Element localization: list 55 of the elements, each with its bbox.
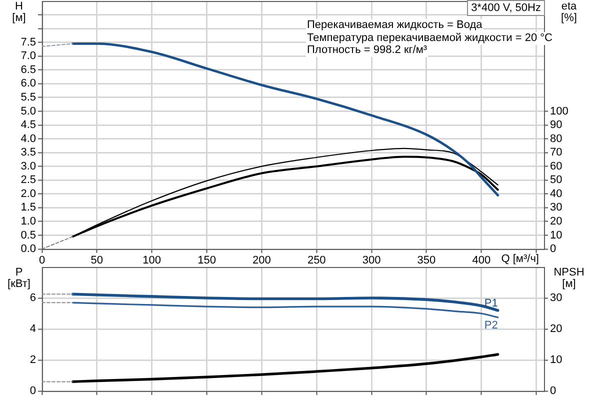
y-tick-label: 7.5 [20,36,36,48]
y2-tick-label: 90 [550,119,562,132]
y2-tick-label: 10 [550,229,562,242]
y-tick-label: 6 [30,292,36,304]
y-tick-label: 6.5 [20,64,36,76]
y2-tick-label: 20 [550,323,562,336]
y2-tick-label: 10 [550,354,562,366]
y2-tick-label: 20 [550,215,562,228]
y2-tick-label: 30 [550,292,562,304]
y-tick-label: 5.0 [20,105,36,118]
y-tick-label: 0 [30,385,36,398]
y-tick-label: 1.0 [20,215,36,228]
y2-tick-label: 40 [550,188,562,200]
y2-tick-label: 0 [550,385,556,398]
annotation: Плотность = 998.2 кг/м³ [306,44,428,58]
chart-title: 3*400 V, 50Hz [467,0,545,16]
y-tick-label: 4.5 [20,119,36,132]
y2-tick-label: 70 [550,146,562,159]
y2-tick-label: 100 [550,105,568,118]
y-tick-label: 7.0 [20,50,36,62]
y-tick-label: 0.5 [20,229,36,242]
y2-tick-label: 80 [550,132,562,145]
y2-tick-label: 30 [550,202,562,214]
series-label: P1 [484,297,498,310]
x-axis-title: Q [м³/ч] [501,253,539,266]
y-tick-label: 0.0 [20,243,36,256]
y-axis-title: H [м] [12,0,26,24]
y-tick-label: 5.5 [20,91,36,104]
x-tick-label: 350 [417,254,436,267]
x-tick-label: 50 [90,254,104,267]
x-tick-label: 250 [307,254,326,267]
annotation: Перекачиваемая жидкость = Вода [306,19,484,32]
x-tick-label: 100 [142,254,162,267]
series-label: P2 [484,319,498,332]
annotation: Температура перекачиваемой жидкости = 20 °C [306,32,554,45]
y2-axis-title: NPSH [м] [554,266,584,290]
x-tick-label: 400 [472,254,491,267]
y-tick-label: 3.0 [20,160,36,172]
y-tick-label: 2.5 [20,174,36,186]
x-tick-label: 300 [362,254,381,267]
y2-tick-label: 50 [550,174,562,186]
y2-tick-label: 60 [550,160,562,172]
x-tick-label: 200 [252,254,271,267]
y-tick-label: 6.0 [20,78,36,90]
y-tick-label: 1.5 [20,202,36,214]
y2-axis-title: eta [%] [561,0,578,24]
y-tick-label: 2.0 [20,188,36,200]
y-tick-label: 4 [30,323,36,336]
x-tick-label: 150 [198,254,216,267]
y2-tick-label: 0 [550,243,556,256]
y-tick-label: 2 [30,354,36,366]
y-tick-label: 3.5 [20,146,36,159]
y-axis-title: P [кВт] [8,266,30,290]
x-tick-label: 0 [38,254,46,267]
y-tick-label: 4.0 [20,132,36,145]
